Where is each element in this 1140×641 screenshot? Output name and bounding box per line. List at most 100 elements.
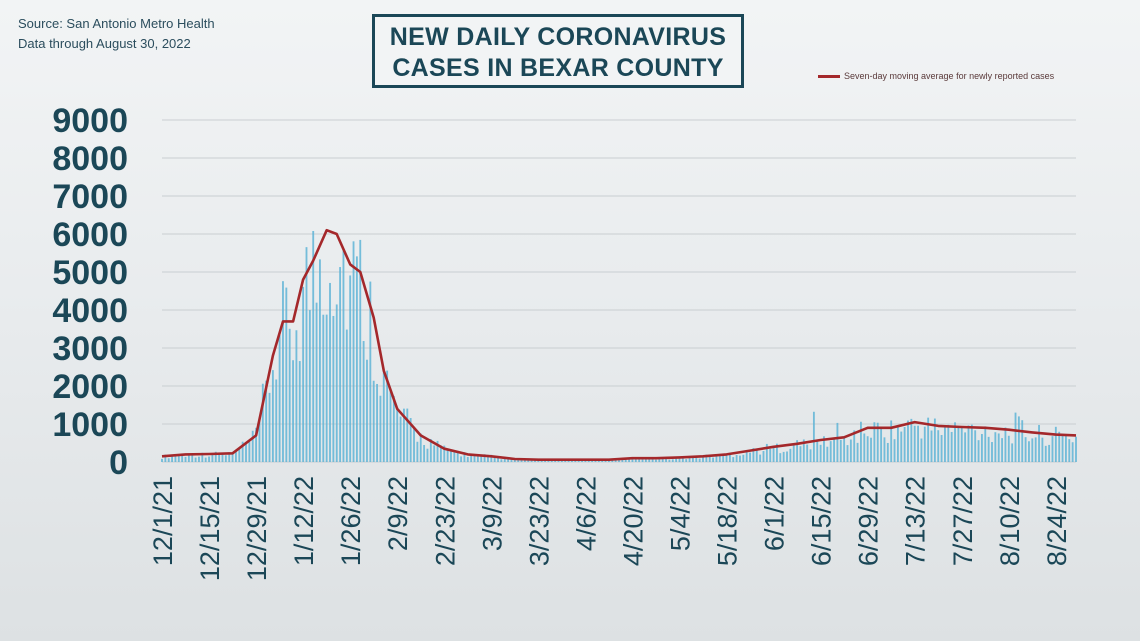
daily-case-bar	[769, 448, 772, 462]
daily-case-bar	[876, 422, 879, 462]
daily-case-bar	[964, 432, 967, 462]
daily-case-bar	[661, 458, 664, 462]
daily-case-bar	[732, 457, 735, 462]
x-tick-label: 1/26/22	[336, 476, 366, 566]
daily-case-bar	[443, 445, 446, 462]
daily-case-bar	[450, 451, 452, 462]
source-note: Source: San Antonio Metro Health Data th…	[18, 14, 215, 54]
daily-case-bar	[688, 457, 691, 462]
daily-case-bar	[648, 459, 651, 462]
y-tick-label: 6000	[52, 216, 128, 254]
moving-average-series	[161, 228, 1077, 462]
daily-case-bar	[389, 389, 392, 462]
daily-case-bar	[292, 360, 294, 462]
daily-case-bar	[238, 448, 241, 462]
daily-case-bar	[675, 457, 678, 462]
y-tick-label: 2000	[52, 368, 128, 406]
daily-case-bar	[184, 456, 187, 462]
daily-case-bar	[618, 460, 620, 462]
daily-case-bar	[823, 436, 825, 462]
daily-case-bar	[261, 383, 264, 462]
x-tick-label: 2/23/22	[430, 476, 460, 566]
daily-case-bar	[638, 459, 641, 462]
daily-case-bar	[510, 458, 513, 462]
daily-case-bar	[312, 230, 315, 462]
daily-case-bar	[211, 454, 214, 462]
daily-case-bar	[382, 370, 385, 462]
daily-case-bar	[1014, 412, 1017, 462]
daily-case-bar	[735, 454, 738, 462]
x-tick-label: 8/24/22	[1042, 476, 1072, 566]
daily-case-bar	[332, 315, 335, 462]
daily-case-bar	[1051, 436, 1054, 462]
daily-case-bar	[1075, 436, 1077, 462]
daily-case-bar	[177, 455, 180, 462]
daily-case-bar	[994, 432, 997, 462]
daily-case-bar	[1071, 442, 1074, 462]
daily-case-bar	[1024, 437, 1027, 462]
daily-case-bar	[846, 445, 849, 462]
daily-case-bar	[980, 434, 983, 462]
daily-case-bar	[520, 459, 523, 462]
bar-series	[161, 230, 1077, 462]
daily-case-bar	[416, 441, 419, 462]
daily-case-bar	[712, 457, 715, 462]
daily-case-bar	[187, 453, 190, 462]
daily-case-bar	[191, 455, 194, 462]
daily-case-bar	[658, 458, 661, 462]
daily-case-bar	[860, 421, 862, 462]
daily-case-bar	[463, 452, 466, 462]
daily-case-bar	[406, 408, 409, 462]
daily-case-bar	[1044, 445, 1047, 462]
daily-case-bar	[308, 310, 311, 462]
daily-case-bar	[319, 259, 321, 462]
daily-case-bar	[668, 459, 671, 462]
daily-case-bar	[493, 457, 496, 462]
daily-case-bar	[497, 456, 499, 462]
daily-case-bar	[386, 370, 389, 462]
daily-case-bar	[970, 424, 973, 462]
daily-case-bar	[295, 330, 298, 462]
daily-case-bar	[171, 455, 174, 462]
y-tick-label: 0	[109, 444, 128, 482]
daily-case-bar	[776, 443, 778, 462]
x-tick-label: 12/1/21	[148, 476, 178, 566]
daily-case-bar	[624, 458, 627, 462]
daily-case-bar	[470, 455, 473, 462]
daily-case-bar	[866, 436, 869, 462]
daily-case-bar	[251, 430, 254, 462]
x-tick-label: 4/6/22	[571, 476, 601, 551]
daily-case-bar	[194, 457, 197, 462]
daily-case-bar	[167, 458, 170, 462]
daily-case-bar	[678, 457, 681, 462]
daily-case-bar	[880, 428, 883, 462]
daily-case-bar	[917, 425, 919, 462]
daily-case-bar	[601, 460, 604, 462]
daily-case-bar	[853, 430, 856, 462]
daily-case-bar	[564, 460, 567, 462]
x-tick-label: 7/13/22	[901, 476, 931, 566]
daily-case-bar	[1021, 420, 1024, 462]
daily-case-bar	[819, 444, 822, 462]
daily-case-bar	[403, 408, 405, 462]
daily-case-bar	[305, 247, 308, 462]
daily-case-bar	[490, 454, 493, 462]
daily-case-bar	[275, 379, 278, 462]
daily-case-bar	[634, 459, 637, 462]
daily-case-bar	[698, 458, 701, 462]
daily-case-bar	[987, 436, 990, 462]
title-line-1: NEW DAILY CORONAVIRUS	[389, 23, 727, 51]
daily-case-bar	[896, 425, 899, 462]
daily-case-bar	[349, 275, 352, 462]
daily-case-bar	[796, 440, 799, 462]
daily-case-bar	[947, 424, 950, 462]
daily-case-bar	[335, 304, 338, 462]
daily-case-bar	[806, 444, 809, 462]
legend-label: Seven-day moving average for newly repor…	[844, 71, 1055, 81]
title-line-2: CASES IN BEXAR COUNTY	[392, 54, 724, 82]
daily-case-bar	[248, 442, 251, 462]
moving-average-line	[161, 228, 1077, 462]
daily-case-bar	[728, 453, 731, 462]
daily-case-bar	[705, 454, 708, 462]
daily-case-bar	[453, 450, 456, 462]
